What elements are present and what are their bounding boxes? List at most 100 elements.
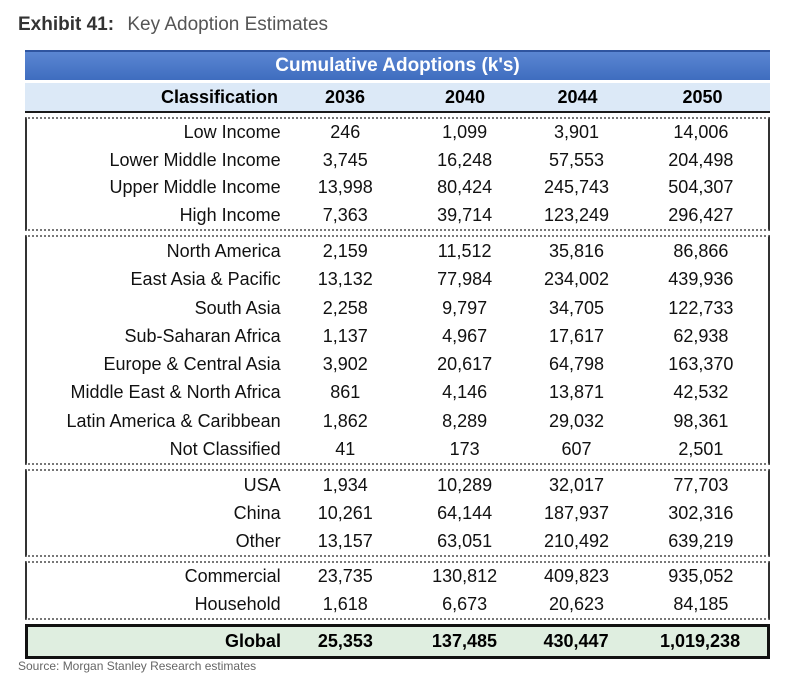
table-group: Low Income 246 1,099 3,901 14,006 Lower Middl… <box>25 117 770 231</box>
row-value: 10,261 <box>317 503 373 524</box>
table-row: South Asia 2,258 9,797 34,705 122,733 <box>27 294 768 322</box>
table-row: Commercial 23,735 130,812 409,823 935,052 <box>27 563 768 591</box>
row-value: 234,002 <box>543 269 610 290</box>
table-row: High Income 7,363 39,714 123,249 296,427 <box>27 202 768 230</box>
row-label: Upper Middle Income <box>109 177 281 197</box>
row-value: 4,146 <box>442 382 488 403</box>
header-classification: Classification <box>160 87 278 107</box>
row-value: 80,424 <box>437 177 493 197</box>
row-value: 17,617 <box>548 325 605 346</box>
row-label: Commercial <box>184 566 281 587</box>
table-row: USA 1,934 10,289 32,017 77,703 <box>27 471 768 499</box>
global-value: 25,353 <box>317 631 373 652</box>
row-value: 2,159 <box>322 241 368 261</box>
header-year: 2044 <box>557 87 598 107</box>
row-value: 77,703 <box>673 475 729 496</box>
row-value: 296,427 <box>668 204 734 225</box>
header-year: 2036 <box>324 87 366 107</box>
row-value: 10,289 <box>437 475 493 496</box>
exhibit-heading: Key Adoption Estimates <box>127 14 329 35</box>
row-value: 3,902 <box>322 354 368 375</box>
row-value: 34,705 <box>548 297 605 318</box>
table-row: Sub-Saharan Africa 1,137 4,967 17,617 62,938 <box>27 322 768 350</box>
row-value: 42,532 <box>673 382 729 403</box>
row-value: 210,492 <box>543 531 610 552</box>
global-label: Global <box>224 631 281 652</box>
row-value: 20,623 <box>548 593 605 614</box>
row-label: Europe & Central Asia <box>103 354 281 375</box>
row-value: 1,137 <box>322 325 368 346</box>
row-value: 504,307 <box>668 177 734 197</box>
row-value: 41 <box>335 439 356 460</box>
row-value: 173 <box>449 439 480 460</box>
row-label: Low Income <box>183 122 281 142</box>
row-value: 1,099 <box>442 122 488 142</box>
row-value: 130,812 <box>432 566 498 587</box>
row-value: 245,743 <box>543 177 610 197</box>
table-group: USA 1,934 10,289 32,017 77,703 China 10,261 64,… <box>25 469 770 558</box>
row-label: Not Classified <box>169 439 281 460</box>
table-row: Upper Middle Income 13,998 80,424 245,743 50… <box>27 174 768 202</box>
row-label: Lower Middle Income <box>109 149 281 170</box>
table-header-row: Classification 2036 2040 2044 2050 <box>25 80 770 113</box>
row-value: 187,937 <box>543 503 610 524</box>
row-value: 7,363 <box>322 204 368 225</box>
table-row: Europe & Central Asia 3,902 20,617 64,798 16… <box>27 350 768 378</box>
row-value: 14,006 <box>673 122 729 142</box>
row-value: 123,249 <box>543 204 610 225</box>
row-value: 439,936 <box>668 269 734 290</box>
exhibit-title: Exhibit 41: Key Adoption Estimates <box>18 14 328 36</box>
global-total-row: Global 25,353 137,485 430,447 1,019,238 <box>25 624 770 660</box>
row-value: 16,248 <box>437 149 493 170</box>
row-value: 32,017 <box>548 475 605 496</box>
table-row: Middle East & North Africa 861 4,146 13,871… <box>27 378 768 406</box>
row-value: 64,144 <box>437 503 493 524</box>
row-value: 3,745 <box>322 149 368 170</box>
row-value: 122,733 <box>668 297 734 318</box>
row-label: Household <box>194 593 281 614</box>
row-value: 935,052 <box>668 566 734 587</box>
row-value: 409,823 <box>543 566 610 587</box>
table-row: Low Income 246 1,099 3,901 14,006 <box>27 119 768 147</box>
row-value: 35,816 <box>548 241 605 261</box>
row-value: 64,798 <box>548 354 605 375</box>
row-value: 98,361 <box>673 410 729 431</box>
table-row: Lower Middle Income 3,745 16,248 57,553 204,… <box>27 147 768 175</box>
table-row: Not Classified 41 173 607 2,501 <box>27 435 768 463</box>
row-value: 77,984 <box>437 269 493 290</box>
row-value: 607 <box>561 439 592 460</box>
row-label: Sub-Saharan Africa <box>124 325 281 346</box>
header-year: 2040 <box>444 87 486 107</box>
row-value: 204,498 <box>668 149 734 170</box>
row-label: High Income <box>179 204 281 225</box>
row-value: 1,618 <box>322 593 368 614</box>
table-row: North America 2,159 11,512 35,816 86,866 <box>27 237 768 265</box>
table-group: Commercial 23,735 130,812 409,823 935,052 Hou… <box>25 561 770 621</box>
row-label: North America <box>166 241 281 261</box>
row-value: 86,866 <box>673 241 729 261</box>
row-value: 62,938 <box>673 325 729 346</box>
row-value: 1,934 <box>322 475 368 496</box>
row-label: East Asia & Pacific <box>130 269 281 290</box>
table-row: China 10,261 64,144 187,937 302,316 <box>27 499 768 527</box>
row-value: 163,370 <box>668 354 734 375</box>
row-label: South Asia <box>194 297 281 318</box>
row-value: 1,862 <box>322 410 368 431</box>
table-banner: Cumulative Adoptions (k's) <box>25 50 770 80</box>
row-label: Middle East & North Africa <box>70 382 281 403</box>
row-value: 8,289 <box>442 410 488 431</box>
row-value: 3,901 <box>553 122 600 142</box>
row-value: 9,797 <box>442 297 488 318</box>
header-year: 2050 <box>682 87 723 107</box>
table-group: North America 2,159 11,512 35,816 86,866 East… <box>25 235 770 466</box>
row-value: 639,219 <box>668 531 734 552</box>
row-value: 246 <box>330 122 361 142</box>
global-value: 430,447 <box>543 631 609 652</box>
row-value: 13,871 <box>548 382 605 403</box>
row-label: China <box>233 503 281 524</box>
global-value: 137,485 <box>431 631 497 652</box>
row-label: Other <box>235 531 281 552</box>
row-value: 11,512 <box>437 241 492 261</box>
exhibit-number: Exhibit 41: <box>18 14 115 35</box>
table-row: East Asia & Pacific 13,132 77,984 234,002 43… <box>27 265 768 293</box>
